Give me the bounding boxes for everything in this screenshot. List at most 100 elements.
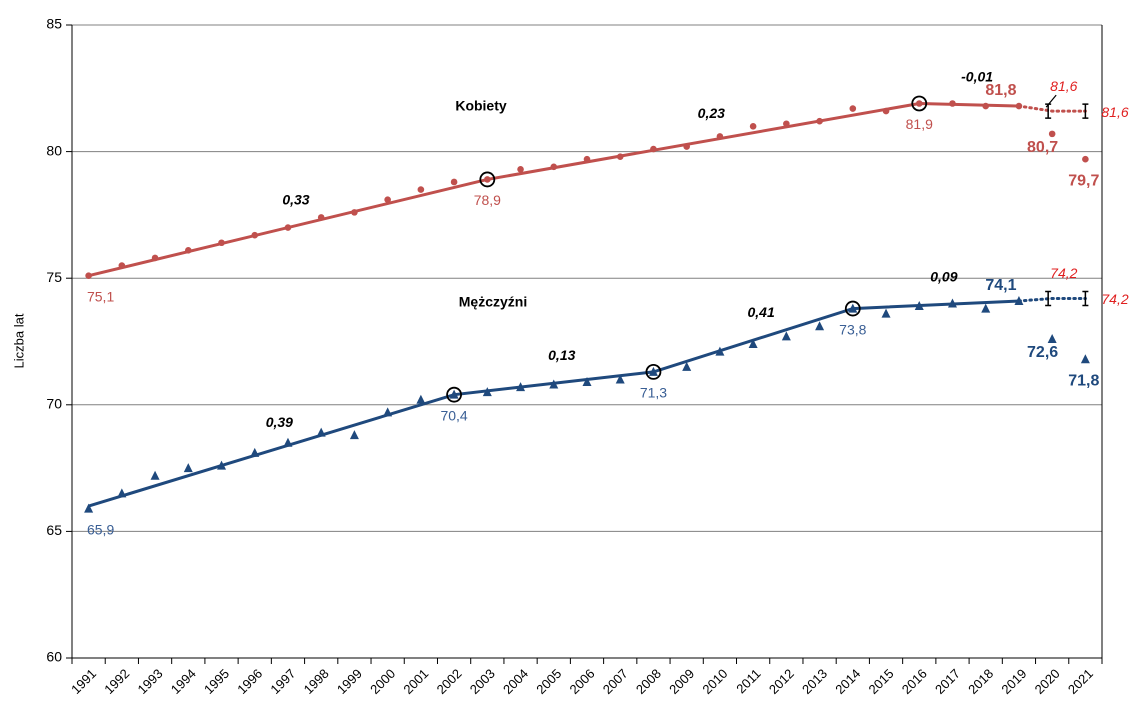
point [417, 186, 425, 193]
point [283, 437, 293, 447]
x-tick-label: 2010 [699, 666, 730, 697]
point [284, 224, 292, 231]
x-tick-label: 2013 [799, 666, 830, 697]
point [882, 107, 890, 115]
point [250, 447, 260, 457]
point [1015, 102, 1023, 110]
point [118, 262, 126, 269]
point [749, 122, 757, 130]
point [949, 100, 956, 107]
x-tick-label: 2018 [965, 666, 996, 697]
point [1014, 295, 1024, 305]
trend-line [88, 101, 1019, 278]
slope-label: 0,39 [266, 414, 293, 430]
x-tick-label: 2006 [566, 666, 597, 697]
x-tick-label: 1996 [234, 666, 265, 697]
slope-label: -0,01 [961, 68, 993, 84]
point [849, 105, 857, 112]
slope-label: 0,41 [748, 304, 775, 320]
point [150, 470, 160, 480]
x-tick-label: 2008 [633, 666, 664, 697]
point [151, 254, 159, 262]
point [516, 382, 526, 392]
forecast-label: 81,6 [1101, 104, 1128, 120]
data-label: 75,1 [87, 288, 114, 304]
point [1082, 155, 1089, 163]
point [1080, 354, 1090, 364]
trend-line [88, 299, 1020, 508]
point [816, 117, 823, 125]
point [183, 463, 193, 473]
forecast-label: 74,2 [1101, 291, 1128, 307]
point [650, 145, 657, 153]
error-bar [1082, 103, 1089, 119]
x-tick-label: 1991 [68, 666, 99, 697]
point [583, 155, 591, 163]
point [682, 361, 692, 371]
slope-label: 0,09 [930, 268, 957, 284]
point [815, 321, 825, 331]
x-tick-label: 2011 [733, 666, 763, 696]
series-name: Mężczyźni [459, 294, 527, 310]
point [947, 298, 957, 308]
data-label: 65,9 [87, 521, 114, 537]
x-tick-label: 2021 [1065, 666, 1096, 697]
forecast-line [1017, 104, 1087, 113]
point [582, 377, 592, 387]
data-label: 72,6 [1027, 344, 1058, 361]
point [550, 163, 558, 171]
point [450, 178, 458, 186]
point [317, 214, 325, 221]
y-tick-label: 60 [46, 649, 62, 665]
breakpoint [479, 171, 496, 188]
point [85, 272, 92, 279]
x-tick-label: 2019 [998, 666, 1029, 697]
y-tick-label: 75 [46, 269, 62, 285]
data-label: 81,9 [906, 116, 933, 132]
point [915, 100, 923, 107]
point [117, 488, 127, 498]
x-tick-label: 1995 [201, 666, 232, 697]
leader [1045, 94, 1057, 108]
x-tick-label: 2004 [500, 666, 531, 697]
point [648, 366, 658, 376]
point [218, 239, 225, 247]
y-tick-label: 80 [46, 142, 62, 158]
point [848, 303, 858, 313]
series-name: Kobiety [455, 98, 507, 114]
breakpoint [645, 363, 662, 380]
x-tick-label: 2020 [1032, 666, 1063, 697]
x-tick-label: 1992 [101, 666, 132, 697]
point [449, 389, 459, 399]
point [351, 209, 358, 216]
x-tick-label: 2003 [467, 666, 498, 697]
point [251, 231, 259, 239]
slope-label: 0,13 [548, 347, 575, 363]
point [616, 153, 624, 160]
breakpoint [911, 95, 928, 112]
point [316, 427, 326, 437]
slope-label: 0,23 [698, 105, 725, 121]
x-tick-label: 2009 [666, 666, 697, 697]
breakpoint [446, 386, 462, 403]
forecast-label: 81,6 [1050, 78, 1077, 94]
x-tick-label: 1993 [135, 666, 166, 697]
x-tick-label: 2014 [832, 666, 863, 697]
y-tick-label: 65 [46, 522, 62, 538]
point [184, 247, 192, 254]
point [615, 374, 625, 384]
point [517, 166, 524, 173]
data-label: 79,7 [1068, 172, 1099, 189]
point [549, 379, 559, 389]
x-tick-label: 2005 [533, 666, 564, 697]
point [349, 430, 359, 440]
breakpoint [844, 300, 861, 317]
point [683, 143, 690, 150]
point [383, 407, 393, 417]
point [715, 346, 725, 356]
point [783, 120, 790, 128]
point [1048, 130, 1056, 138]
slope-label: 0,33 [282, 191, 309, 207]
point [716, 133, 724, 140]
